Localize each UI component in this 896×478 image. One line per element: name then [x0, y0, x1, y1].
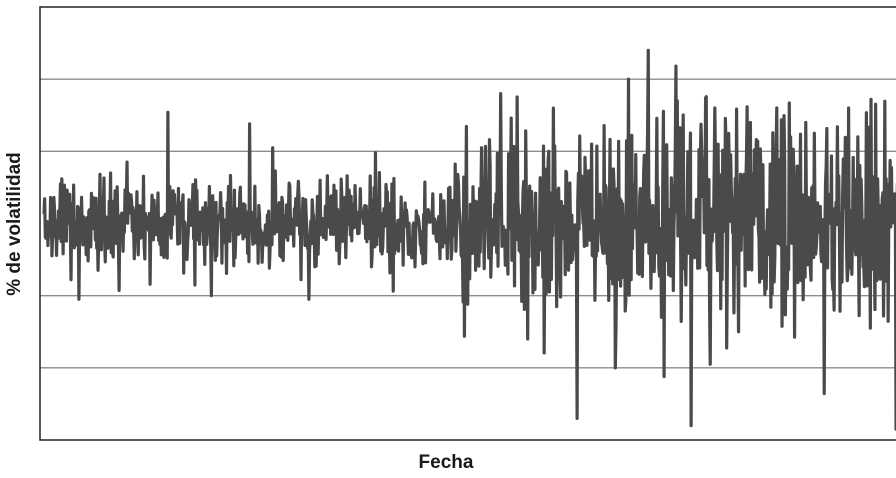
y-axis-label: % de volatilidad — [4, 152, 25, 296]
x-axis-label: Fecha — [419, 452, 474, 473]
series-group — [42, 48, 896, 431]
series-line — [42, 48, 896, 431]
gridlines — [40, 78, 896, 369]
plot-frame — [39, 6, 896, 441]
